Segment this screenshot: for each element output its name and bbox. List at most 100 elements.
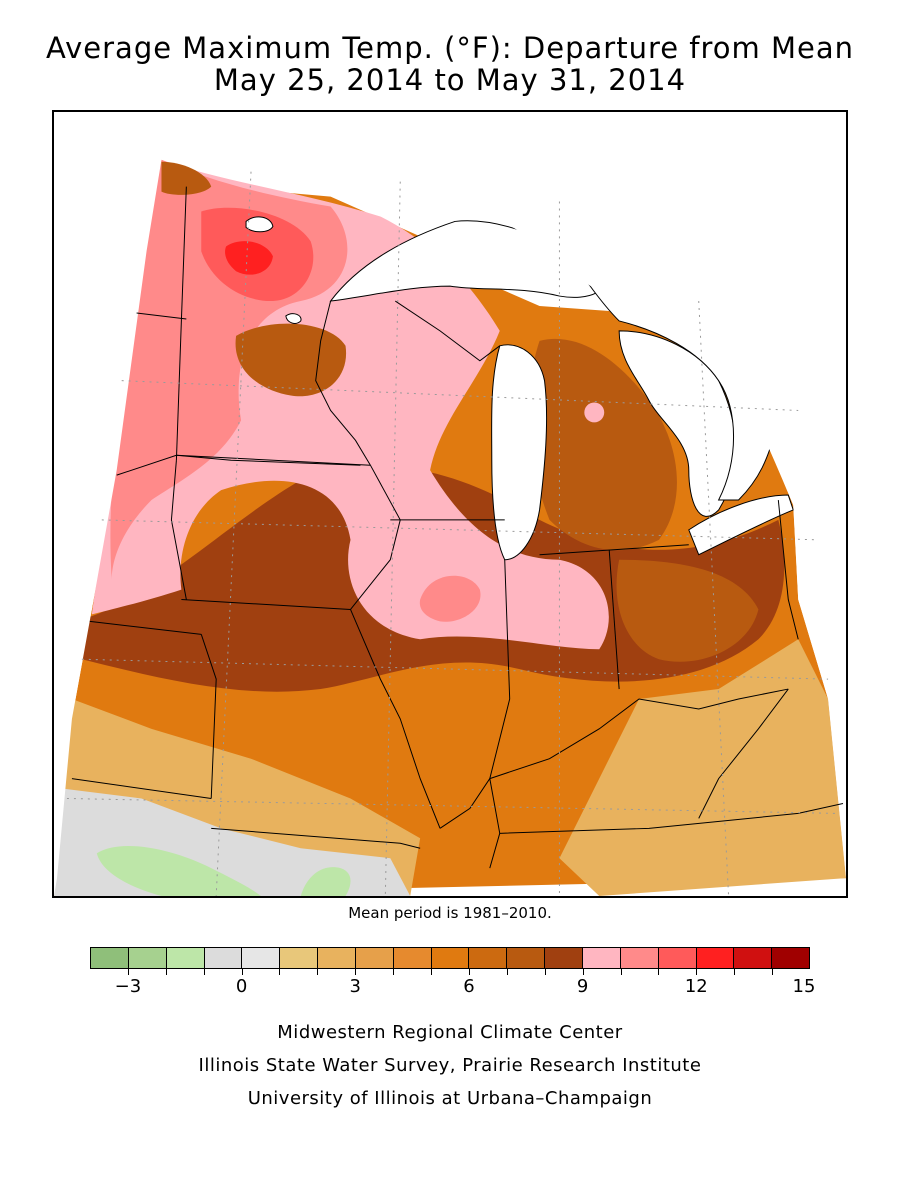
legend-swatch	[658, 948, 697, 968]
legend-tick	[506, 969, 508, 975]
legend-swatch	[545, 948, 583, 968]
legend-tick	[658, 969, 660, 975]
graticule-line	[101, 519, 819, 541]
border-ia-west	[170, 460, 187, 600]
legend-tick	[355, 969, 357, 975]
border-mo-ar	[211, 827, 421, 849]
legend-tick	[772, 969, 774, 975]
legend-swatch	[242, 948, 281, 968]
legend-tick	[620, 969, 622, 975]
legend-swatch	[734, 948, 773, 968]
lake-erie	[688, 494, 794, 556]
legend-swatch	[166, 948, 205, 968]
legend-label: 9	[576, 976, 589, 997]
legend-swatch	[318, 948, 356, 968]
graticule-line	[698, 301, 730, 896]
border-wv	[698, 688, 789, 819]
legend-tick	[468, 969, 470, 975]
legend-swatch	[355, 948, 394, 968]
legend-swatch	[393, 948, 432, 968]
legend-tick	[544, 969, 546, 975]
legend-tick	[203, 969, 205, 975]
legend-tick	[279, 969, 281, 975]
credit-isws: Illinois State Water Survey, Prairie Res…	[198, 1055, 702, 1076]
border-mi-in	[539, 544, 689, 556]
border-ia-il	[350, 464, 401, 610]
border-mn-west	[175, 186, 187, 461]
region-pink-pocket-2	[419, 575, 481, 622]
lake-of-the-woods	[245, 216, 274, 233]
border-in-oh	[608, 549, 620, 690]
region-north-brown	[235, 323, 347, 397]
legend-label: 6	[463, 976, 475, 997]
legend-swatch	[469, 948, 508, 968]
region-ohio-dark	[616, 559, 759, 662]
legend-label: 3	[349, 976, 361, 997]
legend-label: −3	[114, 976, 142, 997]
legend-labels: −3 0 3 6 9 12 15	[90, 976, 816, 998]
legend-swatch	[204, 948, 243, 968]
legend-tick	[734, 969, 736, 975]
map-date-range: May 25, 2014 to May 31, 2014	[213, 63, 687, 97]
legend-swatch	[620, 948, 659, 968]
map-frame	[52, 110, 848, 898]
border-mo-east	[350, 609, 441, 829]
state-boundaries	[71, 186, 844, 869]
border-nd-sd	[136, 312, 187, 320]
legend-tick	[165, 969, 167, 975]
border-ks-mo	[200, 634, 217, 799]
legend-tick	[317, 969, 319, 975]
graticule-line	[384, 181, 401, 896]
region-northwest-brown	[161, 161, 212, 195]
legend-swatch	[431, 948, 470, 968]
border-ky-tn	[499, 802, 844, 834]
credit-mrcc: Midwestern Regional Climate Center	[277, 1022, 623, 1043]
region-below-normal-green	[96, 846, 261, 896]
color-legend	[90, 947, 810, 969]
legend-swatch	[696, 948, 735, 968]
border-ne-ks	[89, 620, 202, 635]
legend-label: 0	[235, 976, 248, 997]
legend-label: 12	[684, 976, 708, 997]
border-ia-south	[181, 599, 351, 610]
legend-tick	[582, 969, 584, 975]
credit-uiuc: University of Illinois at Urbana–Champai…	[247, 1088, 653, 1109]
border-oh-east	[777, 499, 799, 640]
region-southeast-light	[559, 639, 846, 896]
border-mn-wi	[315, 300, 371, 466]
legend-swatch	[507, 948, 546, 968]
legend-tick	[696, 969, 698, 975]
departure-map	[54, 112, 846, 896]
legend-tick	[431, 969, 433, 975]
legend-swatch	[91, 948, 129, 968]
map-outside-mask-east	[793, 500, 846, 879]
map-outside-mask-north	[54, 112, 846, 896]
legend-swatch	[582, 948, 621, 968]
region-pink-pocket-1	[584, 402, 605, 423]
graticule-line	[66, 798, 839, 814]
red-lake	[285, 313, 302, 324]
legend-swatch	[772, 948, 810, 968]
region-max-warmth	[225, 241, 273, 275]
border-mississippi	[439, 777, 501, 869]
mean-period-note: Mean period is 1981–2010.	[348, 904, 552, 922]
graticule-line	[121, 380, 799, 411]
legend-swatch	[128, 948, 167, 968]
graticule	[66, 171, 839, 896]
graticule-line	[215, 171, 252, 896]
legend-tick	[241, 969, 243, 975]
legend-tick	[393, 969, 395, 975]
legend-ticks	[90, 969, 810, 977]
border-ks-ok	[71, 778, 212, 799]
border-ohio-river	[489, 688, 789, 780]
region-below-normal-green-2	[300, 867, 351, 896]
legend-tick	[127, 969, 129, 975]
legend-label: 15	[792, 976, 816, 997]
region-michigan-brown	[528, 338, 677, 551]
border-sd-ne	[116, 454, 361, 476]
border-mn-ia	[176, 454, 371, 466]
legend-swatch	[280, 948, 319, 968]
border-wi-mi	[395, 300, 501, 362]
map-title: Average Maximum Temp. (°F): Departure fr…	[45, 31, 855, 65]
border-il-in	[489, 559, 511, 779]
